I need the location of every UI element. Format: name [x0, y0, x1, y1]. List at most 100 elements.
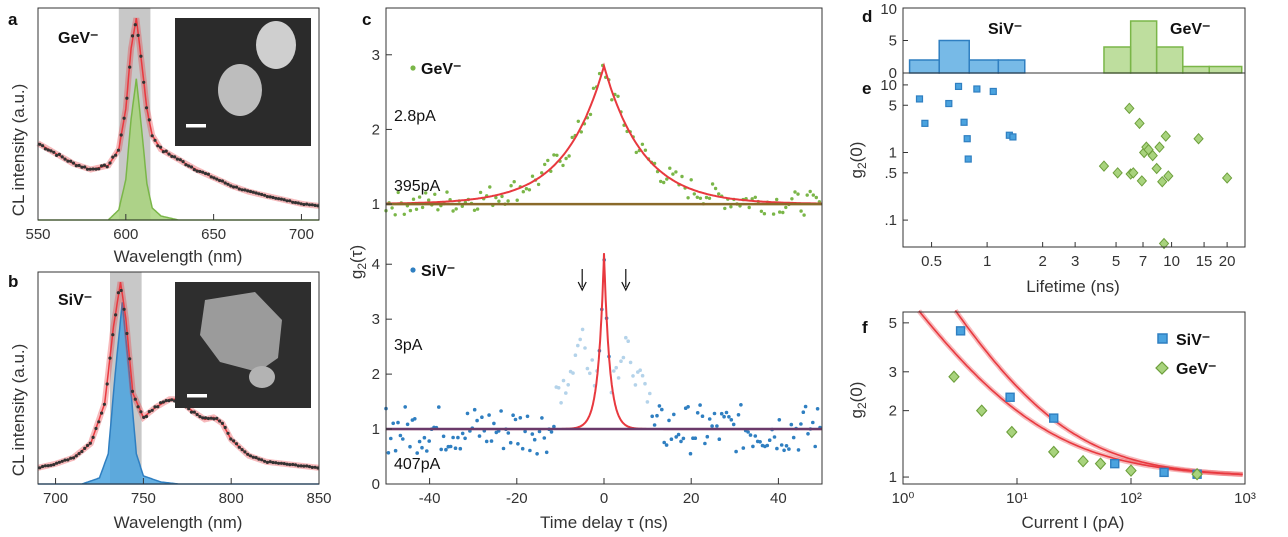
panel-b-data-point [167, 399, 171, 403]
panel-c-gev-data-point [659, 179, 663, 184]
panel-c-siv-data-point [695, 411, 700, 415]
panel-c-siv-data-point [662, 440, 666, 445]
panel-c-siv-data-point [523, 429, 527, 434]
panel-c-siv-data-point [417, 439, 422, 444]
panel-b-data-point [122, 307, 126, 311]
panel-c-siv-data-point [753, 434, 758, 438]
panel-c-gev-data-point [747, 205, 751, 210]
panel-c-siv-data-point [688, 451, 693, 456]
panel-a-data-point [116, 148, 120, 152]
panel-f-siv-point [1005, 392, 1015, 402]
panel-a-data-point [192, 168, 196, 172]
panel-a-data-point [147, 118, 151, 122]
panel-c-current-4: 407pA [394, 456, 441, 473]
panel-b-data-point [251, 455, 255, 459]
panel-c-ylabel: g2(τ) [347, 245, 369, 279]
panel-c-siv-data-point [413, 417, 417, 421]
panel-c-siv-data-point [549, 430, 554, 434]
panel-b-data-point [69, 456, 73, 460]
panel-a-data-point [277, 197, 281, 201]
panel-b-data-point [66, 458, 70, 462]
panel-a-data-point [257, 192, 261, 196]
panel-c-gev-data-point [674, 170, 678, 174]
panel-b-axes-box [37, 271, 320, 485]
panel-f-legend-siv-marker [1157, 333, 1168, 344]
panel-b-data-point [144, 414, 149, 419]
panel-b-data-point [57, 460, 62, 464]
panel-a-data-point [85, 167, 90, 171]
panel-c-siv-data-point [542, 436, 547, 440]
panel-c-current-2: 395pA [394, 178, 441, 195]
panel-d-siv-bar [997, 59, 1026, 74]
panel-b-data-point [282, 462, 286, 466]
panel-f-gev-point [1094, 457, 1107, 470]
panel-c-siv-data-point [506, 431, 511, 435]
panel-b-data-point [105, 382, 109, 386]
panel-c-ytick-label: 2 [372, 121, 380, 138]
panel-c-siv-data-point [645, 400, 650, 404]
panel-c-siv-data-point [460, 431, 465, 436]
panel-e-siv-point [921, 119, 929, 127]
panel-c-siv-data-point [508, 440, 513, 445]
panel-a-data-point [260, 192, 264, 197]
panel-b-data-point [170, 398, 174, 402]
panel-c-gev-data-point [689, 178, 693, 182]
panel-c-gev-data-point [805, 193, 809, 197]
panel-c-siv-data-point [779, 443, 784, 447]
panel-b-data-point [63, 458, 67, 462]
panel-a-inset-image [175, 18, 311, 146]
panel-c-siv-data-point [717, 437, 722, 442]
panel-b-data-point [85, 443, 90, 448]
panel-c-gev-data-point [799, 209, 803, 213]
panel-c-gev-data-point [408, 208, 413, 213]
panel-c-siv-data-point [777, 418, 782, 422]
panel-c-siv-data-point [403, 405, 408, 409]
panel-c-siv-data-point [499, 409, 503, 413]
panel-c-siv-data-point [741, 446, 746, 450]
panel-c-siv-data-point [648, 391, 652, 396]
panel-a-data-point [167, 152, 171, 156]
panel-c-siv-data-point [643, 381, 647, 386]
panel-c-siv-data-point [425, 449, 429, 453]
panel-c-gev-data-point [552, 153, 556, 157]
panel-f: f 10⁰ 10¹ 10² 10³ 1 2 3 5 SiV⁻ GeV⁻ Current I (… [847, 309, 1256, 532]
panel-c-gev-data-point [506, 199, 510, 203]
panel-b-data-point [77, 452, 81, 456]
panel-a-data-point [38, 142, 42, 146]
panel-a-data-point [43, 147, 48, 151]
panel-c-gev-data-point [579, 130, 583, 134]
panel-a-data-point [282, 198, 286, 202]
panel-b-data-point [243, 450, 247, 454]
panel-c-gev-data-point [704, 195, 709, 200]
panel-f-legend-siv: SiV⁻ [1176, 332, 1210, 349]
panel-c-siv-data-point [532, 437, 537, 442]
panel-c-siv-data-point [456, 435, 460, 440]
panel-a-data-point [232, 185, 236, 189]
panel-c-siv-data-point [401, 437, 405, 441]
panel-e-siv-point [954, 82, 963, 91]
panel-c-siv-data-point [765, 443, 770, 448]
panel-e-siv-point [963, 135, 971, 143]
panel-b-data-point [203, 416, 208, 420]
panel-b-x-ticks: 700 750 800 850 [43, 478, 332, 507]
panel-c-siv-data-point [624, 335, 628, 340]
panel-b-data-point [220, 421, 224, 425]
panel-c-siv-data-point [700, 414, 705, 419]
panel-c-gev-data-point [814, 195, 818, 200]
panel-c-gev-data-point [616, 94, 620, 99]
panel-e-xlabel: Lifetime (ns) [1026, 277, 1120, 296]
panel-b-data-point [60, 459, 64, 463]
panel-f-siv-point [1159, 467, 1169, 478]
panel-a-data-point [66, 159, 70, 163]
panel-c-legend-gev-marker [410, 65, 416, 71]
panel-c-siv-data-point [439, 447, 444, 452]
panel-c-siv-data-point [513, 417, 518, 422]
panel-c-gev-data-point [497, 199, 501, 203]
panel-d-ytick-label: 0 [889, 65, 897, 82]
panel-b-scale-bar [187, 394, 207, 398]
panel-a-data-point [111, 155, 115, 159]
panel-b-data-point [254, 456, 258, 460]
panel-d-siv-bar [968, 59, 1000, 74]
panel-b-data-point [189, 410, 194, 414]
panel-c-ytick-label: 3 [372, 311, 380, 328]
